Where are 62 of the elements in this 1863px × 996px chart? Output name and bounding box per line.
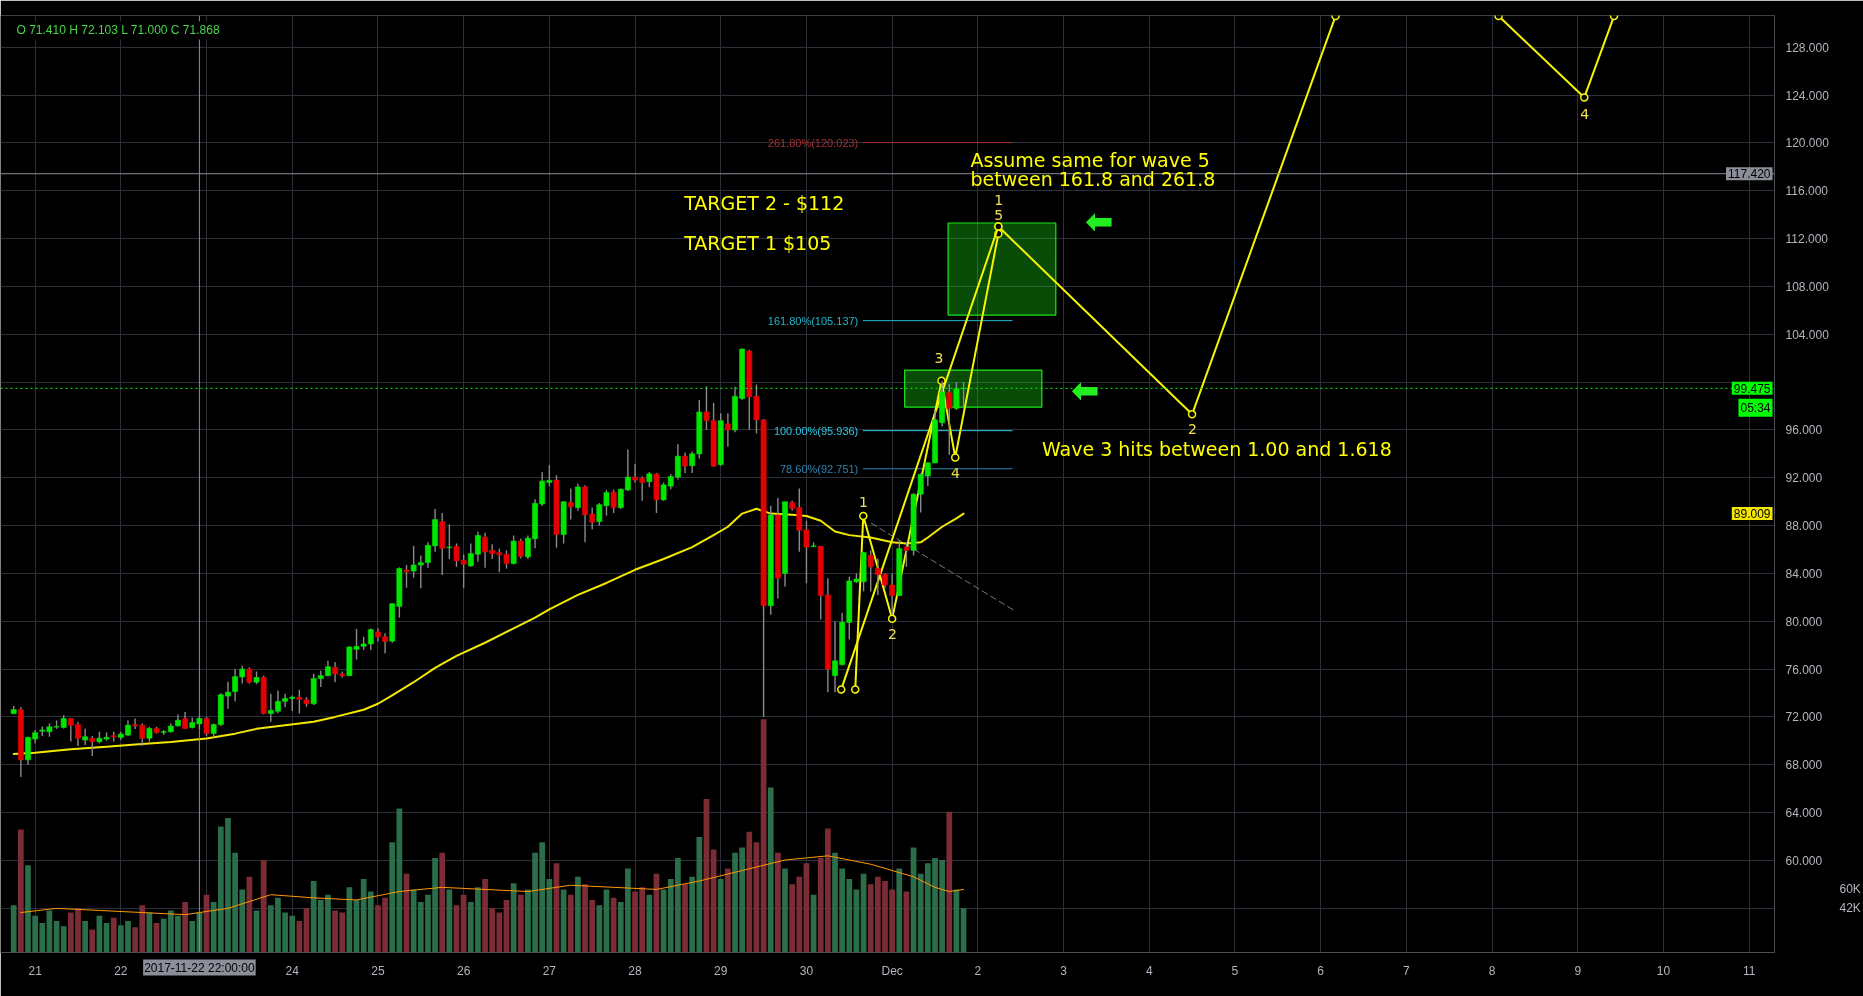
x-tick-label: 25 bbox=[371, 963, 385, 978]
x-tick-label: 29 bbox=[714, 963, 728, 978]
ref-line-label: 99.475 bbox=[1733, 381, 1771, 396]
x-tick-label: 3 bbox=[1060, 963, 1068, 978]
y-tick-label: 76.000 bbox=[1785, 662, 1823, 677]
x-tick-label: 21 bbox=[28, 963, 43, 978]
y-tick-label: 84.000 bbox=[1785, 566, 1823, 581]
y-tick-label: 120.000 bbox=[1785, 136, 1830, 151]
y-tick-label: 112.000 bbox=[1785, 232, 1829, 247]
annotation: ⬅ bbox=[1071, 369, 1100, 410]
y-tick-label: 108.000 bbox=[1785, 279, 1830, 294]
y-tick-label: 96.000 bbox=[1785, 423, 1823, 438]
x-tick-label: Dec bbox=[881, 963, 903, 978]
y-tick-label: 80.000 bbox=[1785, 614, 1823, 629]
x-tick-label: 8 bbox=[1488, 963, 1496, 978]
x-tick-label: 22 bbox=[114, 963, 128, 978]
x-tick-label: 2 bbox=[974, 963, 982, 978]
x-tick-label: 6 bbox=[1317, 963, 1325, 978]
annotation: 3 bbox=[934, 350, 944, 367]
series-label: 261.80%(120.023) bbox=[767, 136, 859, 149]
y-tick-label: 104.000 bbox=[1785, 327, 1830, 342]
x-tick-label: 24 bbox=[285, 963, 300, 978]
y-tick-label: 128.000 bbox=[1785, 40, 1830, 55]
y-tick-label: 88.000 bbox=[1785, 519, 1823, 534]
x-tick-label: 9 bbox=[1574, 963, 1582, 978]
series-label: 78.60%(92.751) bbox=[780, 462, 859, 475]
y-tick-label: 64.000 bbox=[1785, 806, 1823, 821]
annotation: 5 bbox=[994, 206, 1004, 223]
annotation: ⬅ bbox=[1084, 200, 1114, 241]
y-tick-label: 60.000 bbox=[1785, 853, 1823, 868]
y-tick-label: 124.000 bbox=[1785, 88, 1830, 103]
annotation: 05:34 bbox=[1740, 400, 1771, 415]
x-tick-label: 27 bbox=[542, 963, 557, 978]
series-label: 100.00%(95.936) bbox=[773, 424, 859, 437]
x-tick-label: 10 bbox=[1656, 963, 1671, 978]
annotation: O 71.410 H 72.103 L 71.000 C 71.868 bbox=[16, 23, 220, 38]
series-label: 161.80%(105.137) bbox=[767, 314, 859, 327]
x-tick-label: 26 bbox=[456, 963, 471, 978]
x-tick-label: 28 bbox=[628, 963, 643, 978]
annotation: 2 bbox=[1188, 421, 1197, 438]
annotation: 4 bbox=[1580, 105, 1590, 122]
y2-tick-label: 60K bbox=[1839, 882, 1861, 897]
x-tick-label: 30 bbox=[799, 963, 814, 978]
annotation: TARGET 2 - $112 bbox=[683, 191, 845, 214]
annotation: TARGET 1 $105 bbox=[683, 232, 832, 255]
x-tick-label: 5 bbox=[1231, 963, 1239, 978]
y-tick-label: 68.000 bbox=[1785, 758, 1823, 773]
ref-line-label: 2017-11-22 22:00:00 bbox=[144, 960, 255, 975]
annotation: 2 bbox=[888, 626, 897, 643]
x-tick-label: 7 bbox=[1403, 963, 1411, 978]
annotation: 1 bbox=[994, 192, 1004, 209]
x-tick-label: 11 bbox=[1742, 963, 1756, 978]
x-tick-label: 4 bbox=[1145, 963, 1153, 978]
annotation: 1 bbox=[859, 494, 869, 511]
annotation: Wave 3 hits between 1.00 and 1.618 bbox=[1042, 437, 1392, 460]
annotation: 4 bbox=[950, 464, 960, 481]
annotation: 89.009 bbox=[1733, 507, 1771, 522]
y-tick-label: 92.000 bbox=[1785, 471, 1823, 486]
y-tick-label: 72.000 bbox=[1785, 710, 1823, 725]
y-tick-label: 116.000 bbox=[1785, 184, 1829, 199]
y2-tick-label: 42K bbox=[1839, 901, 1861, 916]
ref-line-label: 117.420 bbox=[1728, 167, 1771, 182]
